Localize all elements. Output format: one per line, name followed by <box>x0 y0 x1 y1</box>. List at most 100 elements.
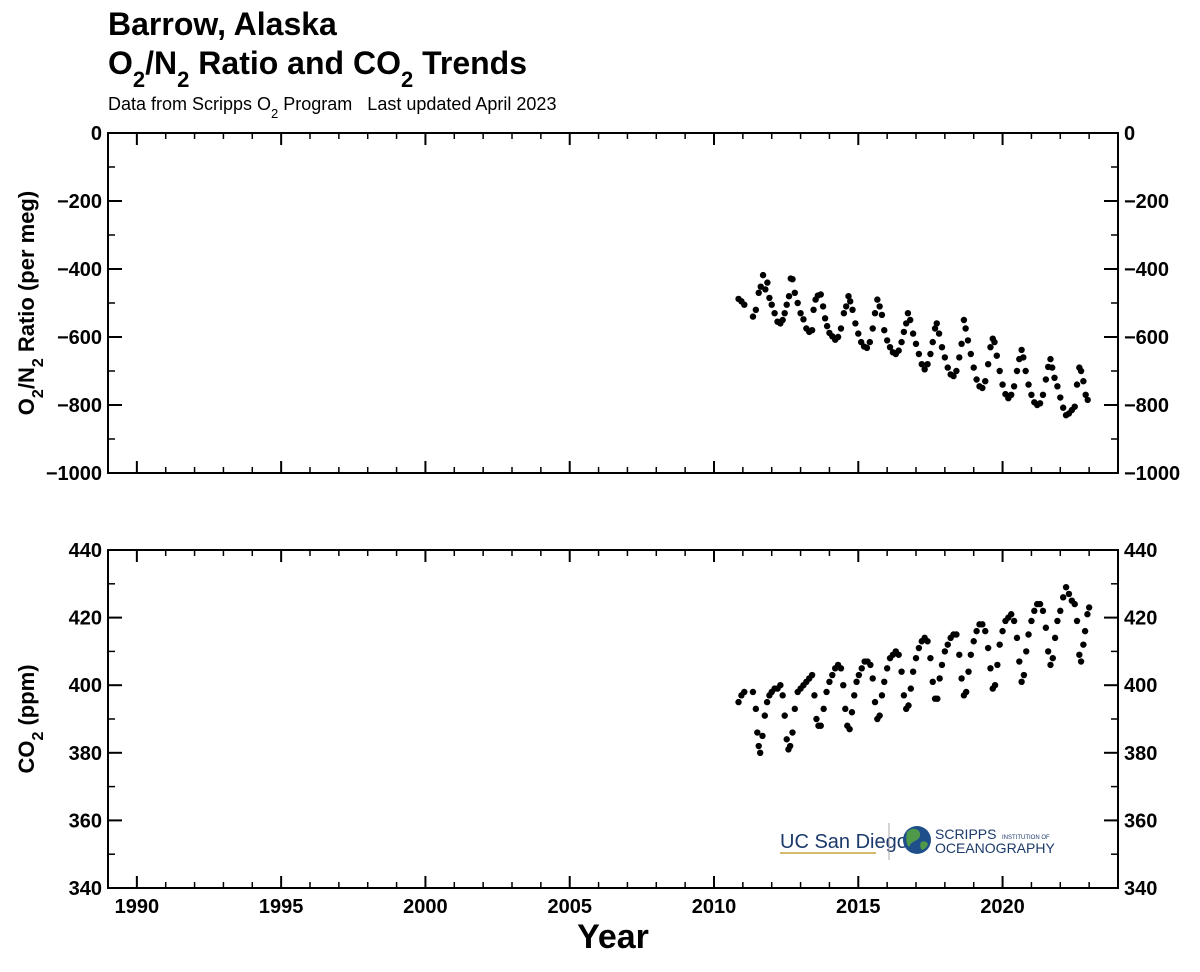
o2n2-data-point <box>895 347 902 354</box>
co2-data-point <box>1023 648 1030 655</box>
co2-data-point <box>1059 594 1067 601</box>
o2n2-data-point <box>993 352 1000 359</box>
o2n2-data-point <box>779 316 786 324</box>
o2n2-data-point <box>886 344 894 351</box>
o2n2-data-point <box>915 350 923 358</box>
co2-data-point <box>735 698 742 706</box>
co2-data-point <box>1065 590 1073 598</box>
co2-data-point <box>994 661 1001 669</box>
co2-data-point <box>1062 583 1070 591</box>
co2-data-point <box>817 722 824 729</box>
o2n2-data-point <box>764 279 771 286</box>
co2-data-point <box>1077 658 1085 665</box>
co2-data-point <box>811 692 818 699</box>
globe-icon <box>903 826 931 854</box>
o2n2-data-point <box>960 316 968 324</box>
co2-data-point <box>791 705 798 713</box>
co2-data-point <box>915 644 923 652</box>
co2-data-point <box>779 692 786 699</box>
co2-data-point <box>848 709 856 716</box>
co2-data-point <box>813 715 820 723</box>
o2n2-data-point <box>823 322 831 330</box>
o2n2-data-point <box>912 340 920 347</box>
o2n2-data-point <box>783 301 790 308</box>
co2-data-point <box>842 705 849 713</box>
o2n2-data-point <box>979 384 986 392</box>
co2-data-point <box>876 712 883 719</box>
o2n2-data-point <box>1010 383 1018 390</box>
o2n2-data-point <box>1013 367 1021 375</box>
co2-data-point <box>1085 604 1093 611</box>
o2n2-data-point <box>1059 404 1067 411</box>
o2n2-data-point <box>789 276 796 283</box>
o2n2-panel: 0 0 −200 −200 −400 −400 −600 −600 −800 −800 −1000 −… <box>14 123 1180 485</box>
x-tick-label: 2000 <box>403 896 448 918</box>
co2-ytick-label-left: 360 <box>69 810 102 832</box>
o2n2-data-point <box>752 306 760 313</box>
scripps-logo-line2: OCEANOGRAPHY <box>935 840 1055 856</box>
co2-data-point <box>958 675 965 682</box>
o2n2-data-point <box>984 361 992 368</box>
co2-data-point <box>1010 617 1018 625</box>
co2-data-point <box>929 678 936 686</box>
co2-ytick-label-right: 340 <box>1124 878 1157 900</box>
chart-subtitle: Data from Scripps O2 Program Last update… <box>108 94 556 121</box>
o2n2-data-point <box>1036 400 1044 407</box>
co2-data-point <box>909 668 917 675</box>
co2-data-point <box>953 631 960 638</box>
o2n2-data-point <box>944 364 951 371</box>
co2-data-point <box>1071 600 1078 608</box>
o2n2-data-point <box>852 320 859 327</box>
ucsd-logo: UC San Diego <box>780 823 908 860</box>
co2-data-point <box>944 641 951 648</box>
co2-data-point <box>829 671 836 679</box>
co2-data-point <box>996 641 1003 648</box>
co2-ytick-label-right: 400 <box>1124 675 1157 697</box>
o2n2-data-point <box>1018 346 1025 354</box>
co2-ticks: 340 340 360 360 380 380 400 400 420 420 440 440 1990… <box>69 540 1158 918</box>
x-tick-label: 2015 <box>836 896 881 918</box>
co2-panel: 340 340 360 360 380 380 400 400 420 420 440 440 1990… <box>14 540 1157 956</box>
co2-data-point <box>1076 651 1083 658</box>
o2n2-ytick-label-left: −1000 <box>46 463 102 485</box>
co2-ytick-label-left: 380 <box>69 743 102 765</box>
o2n2-data-point <box>907 316 914 324</box>
co2-data-point <box>927 654 934 662</box>
co2-data-point <box>759 732 766 740</box>
co2-data-point <box>956 651 963 658</box>
o2n2-data-point <box>762 286 769 293</box>
co2-data-point <box>999 627 1006 635</box>
o2n2-data-point <box>794 299 801 307</box>
co2-data-point <box>987 665 994 672</box>
o2n2-data-point <box>933 320 940 327</box>
o2n2-ytick-label-right: −400 <box>1124 259 1169 281</box>
co2-data-point <box>755 742 762 750</box>
o2n2-data-point <box>1039 391 1047 398</box>
o2n2-data-point <box>1080 378 1087 385</box>
x-tick-label: 2010 <box>692 896 737 918</box>
o2n2-data-point <box>967 350 975 358</box>
o2n2-data-point <box>921 366 928 373</box>
chart-title-line2: O2/N2 Ratio and CO2 Trends <box>108 45 527 92</box>
co2-data-point <box>1081 627 1089 635</box>
co2-data-point <box>867 661 874 669</box>
co2-data-point <box>853 678 860 686</box>
co2-data-point <box>837 665 845 672</box>
co2-data-point <box>858 665 865 672</box>
co2-data-point <box>781 712 788 719</box>
co2-data-point <box>840 682 847 689</box>
co2-data-point <box>905 702 912 709</box>
o2n2-data-point <box>962 325 969 332</box>
co2-data-points <box>735 583 1093 756</box>
co2-data-point <box>752 705 760 713</box>
co2-data-point <box>763 698 771 706</box>
o2n2-data-point <box>876 303 883 310</box>
co2-data-point <box>820 705 827 713</box>
o2n2-data-point <box>847 298 854 305</box>
o2n2-ylabel: O2/N2 Ratio (per meg) <box>14 191 47 415</box>
o2n2-data-point <box>898 338 905 346</box>
o2n2-data-point <box>996 367 1003 375</box>
co2-data-point <box>1073 617 1081 625</box>
co2-data-point <box>883 665 891 672</box>
